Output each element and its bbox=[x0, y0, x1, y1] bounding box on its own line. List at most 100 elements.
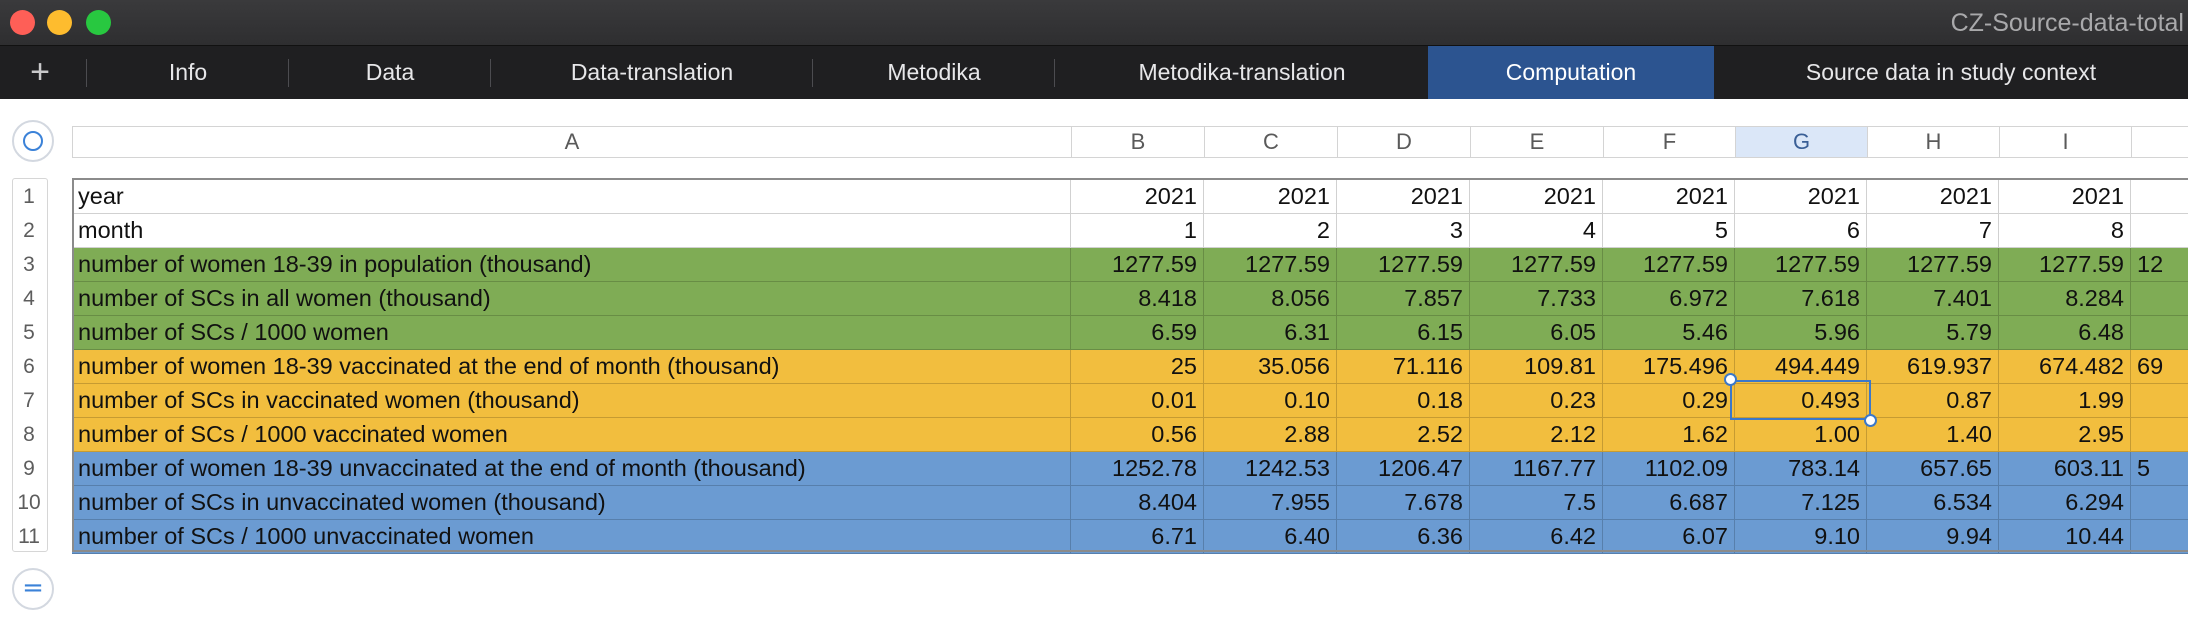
clipped-column-cell[interactable]: 12 bbox=[2131, 248, 2188, 282]
data-cell[interactable]: 1206.47 bbox=[1337, 452, 1470, 486]
data-cell[interactable]: 3 bbox=[1337, 214, 1470, 248]
data-cell[interactable]: 6.07 bbox=[1603, 520, 1735, 554]
row-header-5[interactable]: 5 bbox=[23, 321, 35, 344]
data-cell[interactable]: 2.95 bbox=[1999, 418, 2131, 452]
clipped-column-cell[interactable] bbox=[2131, 486, 2188, 520]
data-cell[interactable]: 10.44 bbox=[1999, 520, 2131, 554]
row-label-cell[interactable]: number of SCs in all women (thousand) bbox=[72, 282, 1071, 316]
data-cell[interactable]: 7.857 bbox=[1337, 282, 1470, 316]
data-cell[interactable]: 1277.59 bbox=[1204, 248, 1337, 282]
clipped-column-cell[interactable]: 5 bbox=[2131, 452, 2188, 486]
row-label-cell[interactable]: number of women 18-39 unvaccinated at th… bbox=[72, 452, 1071, 486]
column-header-a[interactable]: A bbox=[72, 126, 1072, 158]
data-cell[interactable]: 175.496 bbox=[1603, 350, 1735, 384]
column-header-f[interactable]: F bbox=[1603, 126, 1736, 158]
row-label-cell[interactable]: number of women 18-39 in population (tho… bbox=[72, 248, 1071, 282]
clipped-column-cell[interactable] bbox=[2131, 316, 2188, 350]
selected-cell-outline[interactable] bbox=[1730, 380, 1871, 420]
data-cell[interactable]: 783.14 bbox=[1735, 452, 1867, 486]
data-cell[interactable]: 7.125 bbox=[1735, 486, 1867, 520]
data-cell[interactable]: 2.88 bbox=[1204, 418, 1337, 452]
row-label-cell[interactable]: number of SCs / 1000 vaccinated women bbox=[72, 418, 1071, 452]
data-cell[interactable]: 2021 bbox=[1337, 180, 1470, 214]
row-header-6[interactable]: 6 bbox=[23, 355, 35, 378]
data-cell[interactable]: 6.71 bbox=[1071, 520, 1204, 554]
tab-metodika-translation[interactable]: Metodika-translation bbox=[1138, 59, 1346, 85]
row-label-cell[interactable]: month bbox=[72, 214, 1071, 248]
row-label-cell[interactable]: number of SCs / 1000 unvaccinated women bbox=[72, 520, 1071, 554]
data-cell[interactable]: 1277.59 bbox=[1867, 248, 1999, 282]
row-label-cell[interactable]: number of women 18-39 vaccinated at the … bbox=[72, 350, 1071, 384]
clipped-column-cell[interactable] bbox=[2131, 214, 2188, 248]
data-cell[interactable]: 2021 bbox=[1735, 180, 1867, 214]
data-cell[interactable]: 0.87 bbox=[1867, 384, 1999, 418]
data-cell[interactable]: 6.48 bbox=[1999, 316, 2131, 350]
column-header-c[interactable]: C bbox=[1204, 126, 1338, 158]
data-cell[interactable]: 1.00 bbox=[1735, 418, 1867, 452]
row-header-4[interactable]: 4 bbox=[23, 287, 35, 310]
column-header-h[interactable]: H bbox=[1867, 126, 2000, 158]
row-label-cell[interactable]: year bbox=[72, 180, 1071, 214]
tab-computation[interactable]: Computation bbox=[1428, 46, 1714, 99]
data-cell[interactable]: 0.23 bbox=[1470, 384, 1603, 418]
data-cell[interactable]: 6.15 bbox=[1337, 316, 1470, 350]
data-cell[interactable]: 1277.59 bbox=[1470, 248, 1603, 282]
data-cell[interactable]: 35.056 bbox=[1204, 350, 1337, 384]
zoom-window-button[interactable] bbox=[86, 10, 111, 35]
row-header-11[interactable]: 11 bbox=[18, 525, 40, 548]
column-header-j[interactable] bbox=[2131, 126, 2188, 158]
tab-data[interactable]: Data bbox=[365, 59, 415, 85]
data-cell[interactable]: 8.284 bbox=[1999, 282, 2131, 316]
data-cell[interactable]: 2021 bbox=[1071, 180, 1204, 214]
data-cell[interactable]: 6.534 bbox=[1867, 486, 1999, 520]
column-header-d[interactable]: D bbox=[1337, 126, 1471, 158]
data-cell[interactable]: 674.482 bbox=[1999, 350, 2131, 384]
clipped-column-cell[interactable] bbox=[2131, 520, 2188, 554]
data-cell[interactable]: 5.46 bbox=[1603, 316, 1735, 350]
data-cell[interactable]: 5 bbox=[1603, 214, 1735, 248]
data-cell[interactable]: 603.11 bbox=[1999, 452, 2131, 486]
data-cell[interactable]: 5.79 bbox=[1867, 316, 1999, 350]
data-cell[interactable]: 2.52 bbox=[1337, 418, 1470, 452]
data-cell[interactable]: 2.12 bbox=[1470, 418, 1603, 452]
data-cell[interactable]: 8.404 bbox=[1071, 486, 1204, 520]
tab-info[interactable]: Info bbox=[168, 59, 208, 85]
data-cell[interactable]: 0.10 bbox=[1204, 384, 1337, 418]
data-cell[interactable]: 7.401 bbox=[1867, 282, 1999, 316]
data-cell[interactable]: 2 bbox=[1204, 214, 1337, 248]
data-cell[interactable]: 1.62 bbox=[1603, 418, 1735, 452]
row-label-cell[interactable]: number of SCs / 1000 women bbox=[72, 316, 1071, 350]
data-cell[interactable]: 1277.59 bbox=[1337, 248, 1470, 282]
clipped-column-cell[interactable] bbox=[2131, 418, 2188, 452]
clipped-column-cell[interactable] bbox=[2131, 282, 2188, 316]
data-cell[interactable]: 9.94 bbox=[1867, 520, 1999, 554]
data-cell[interactable]: 1277.59 bbox=[1071, 248, 1204, 282]
data-cell[interactable]: 6 bbox=[1735, 214, 1867, 248]
data-cell[interactable]: 6.294 bbox=[1999, 486, 2131, 520]
data-cell[interactable]: 2021 bbox=[1204, 180, 1337, 214]
clipped-column-cell[interactable] bbox=[2131, 180, 2188, 214]
data-cell[interactable]: 6.05 bbox=[1470, 316, 1603, 350]
data-cell[interactable]: 109.81 bbox=[1470, 350, 1603, 384]
data-cell[interactable]: 25 bbox=[1071, 350, 1204, 384]
data-cell[interactable]: 1.99 bbox=[1999, 384, 2131, 418]
data-cell[interactable]: 1277.59 bbox=[1603, 248, 1735, 282]
data-cell[interactable]: 5.96 bbox=[1735, 316, 1867, 350]
data-cell[interactable]: 8.056 bbox=[1204, 282, 1337, 316]
data-cell[interactable]: 9.10 bbox=[1735, 520, 1867, 554]
data-cell[interactable]: 6.59 bbox=[1071, 316, 1204, 350]
data-cell[interactable]: 1277.59 bbox=[1735, 248, 1867, 282]
row-header-9[interactable]: 9 bbox=[23, 457, 35, 480]
close-window-button[interactable] bbox=[10, 10, 35, 35]
data-cell[interactable]: 2021 bbox=[1999, 180, 2131, 214]
data-cell[interactable]: 1 bbox=[1071, 214, 1204, 248]
data-cell[interactable]: 6.40 bbox=[1204, 520, 1337, 554]
data-cell[interactable]: 1102.09 bbox=[1603, 452, 1735, 486]
clipped-column-cell[interactable] bbox=[2131, 384, 2188, 418]
data-cell[interactable]: 2021 bbox=[1603, 180, 1735, 214]
tab-metodika[interactable]: Metodika bbox=[887, 59, 981, 85]
clipped-column-cell[interactable]: 69 bbox=[2131, 350, 2188, 384]
data-cell[interactable]: 4 bbox=[1470, 214, 1603, 248]
selection-handle-top-left[interactable] bbox=[1724, 373, 1737, 386]
data-cell[interactable]: 1.40 bbox=[1867, 418, 1999, 452]
